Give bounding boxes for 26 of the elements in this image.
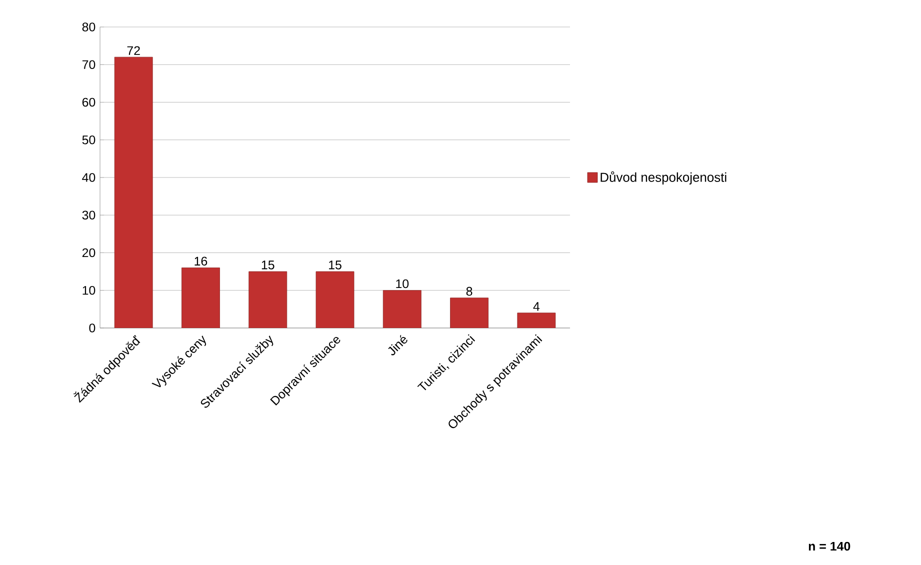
y-tick-label: 60: [82, 98, 96, 107]
data-label: 72: [127, 46, 140, 55]
text: n = 140: [808, 542, 850, 551]
bar: [114, 56, 153, 328]
y-tick-label: 0: [89, 324, 96, 332]
y-tick-label: 20: [82, 248, 96, 258]
bar: [316, 271, 354, 328]
y-tick-label: 40: [82, 173, 96, 182]
bar: [248, 271, 288, 328]
y-tick-label: 50: [82, 135, 96, 144]
bar: [182, 268, 220, 328]
y-tick-label: 10: [82, 286, 96, 295]
x-tick-label: Jiné: [388, 334, 408, 356]
bar: [450, 298, 488, 328]
bar: [517, 312, 556, 328]
data-label: 10: [396, 279, 409, 288]
data-label: 8: [466, 286, 472, 296]
y-tick-label: 30: [82, 210, 96, 220]
bar: [382, 290, 422, 328]
data-label: 4: [533, 302, 540, 311]
data-label: 15: [329, 260, 342, 270]
legend-label: Důvod nespokojenosti: [600, 171, 726, 184]
y-tick-label: 70: [82, 60, 96, 70]
data-label: 15: [262, 260, 274, 270]
data-label: 16: [194, 256, 208, 266]
y-tick-label: 80: [82, 22, 96, 32]
